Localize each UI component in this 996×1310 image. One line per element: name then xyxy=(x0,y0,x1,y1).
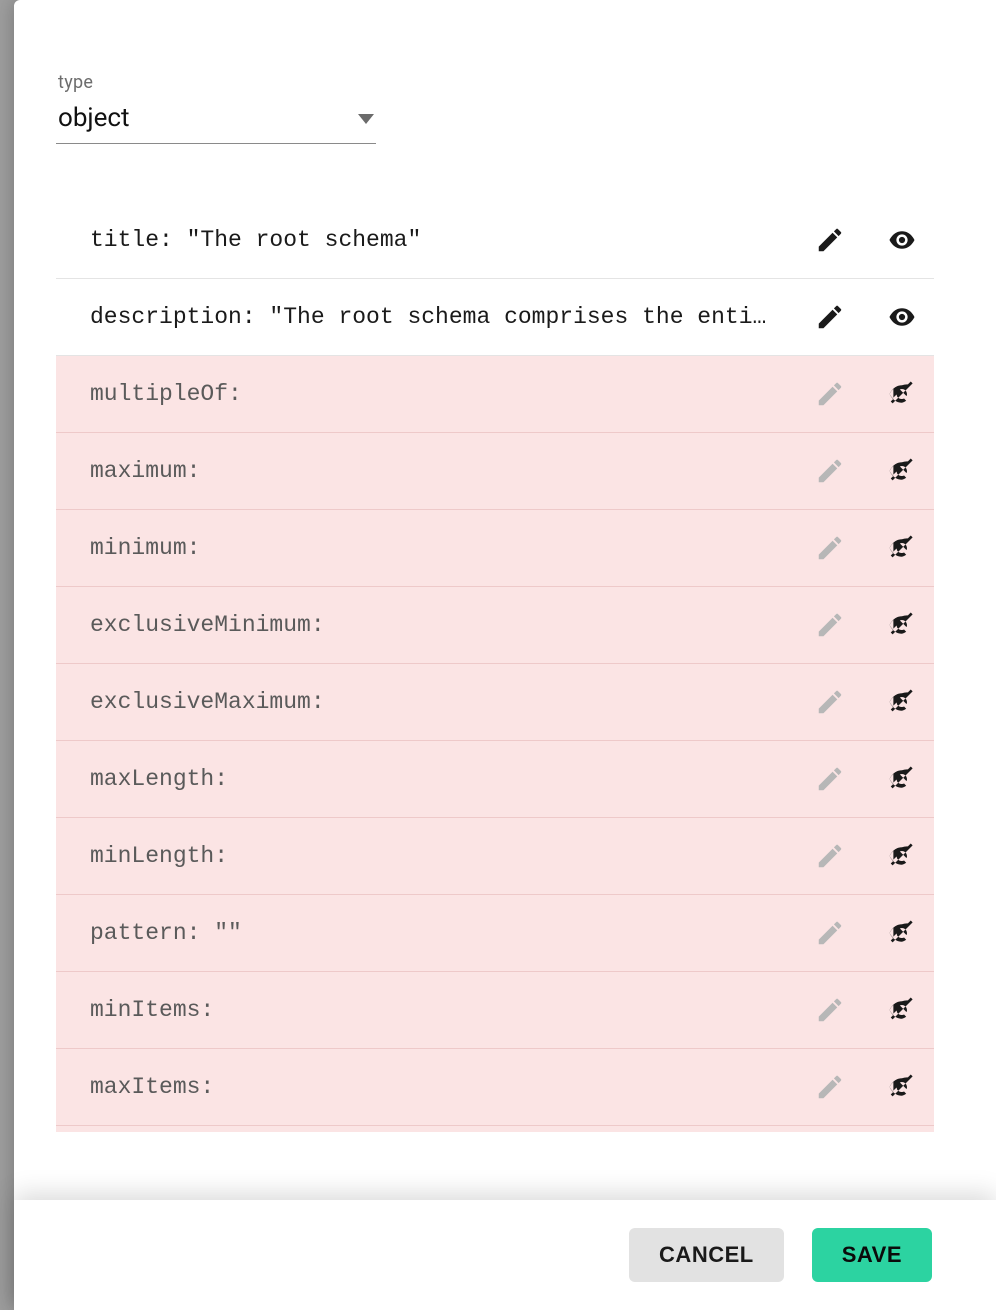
row-actions xyxy=(812,453,920,489)
visibility-on-icon[interactable] xyxy=(884,299,920,335)
edit-icon[interactable] xyxy=(812,299,848,335)
visibility-off-icon[interactable] xyxy=(884,1069,920,1105)
property-row: pattern: "" xyxy=(56,895,934,972)
visibility-off-icon[interactable] xyxy=(884,530,920,566)
property-list: title: "The root schema" description: "Th… xyxy=(56,202,934,1132)
property-row: minItems: xyxy=(56,972,934,1049)
row-actions xyxy=(812,915,920,951)
edit-icon[interactable] xyxy=(812,992,848,1028)
property-row: maxItems: xyxy=(56,1049,934,1126)
visibility-off-icon[interactable] xyxy=(884,453,920,489)
edit-icon[interactable] xyxy=(812,222,848,258)
row-actions xyxy=(812,684,920,720)
property-text: title: "The root schema" xyxy=(90,227,812,253)
row-actions xyxy=(812,838,920,874)
edit-icon[interactable] xyxy=(812,761,848,797)
property-row: minimum: xyxy=(56,510,934,587)
visibility-off-icon[interactable] xyxy=(884,915,920,951)
row-actions xyxy=(812,376,920,412)
dialog-body: type object title: "The root schema" desc… xyxy=(14,0,996,1310)
row-actions xyxy=(812,299,920,335)
property-row: uniqueItems: false xyxy=(56,1126,934,1132)
visibility-off-icon[interactable] xyxy=(884,684,920,720)
dialog-footer: CANCEL SAVE xyxy=(14,1200,996,1310)
property-text: minLength: xyxy=(90,843,812,869)
row-actions xyxy=(812,607,920,643)
property-text: maxItems: xyxy=(90,1074,812,1100)
property-row: exclusiveMinimum: xyxy=(56,587,934,664)
property-text: minItems: xyxy=(90,997,812,1023)
edit-icon[interactable] xyxy=(812,915,848,951)
property-row: maximum: xyxy=(56,433,934,510)
edit-icon[interactable] xyxy=(812,530,848,566)
visibility-off-icon[interactable] xyxy=(884,992,920,1028)
property-text: exclusiveMaximum: xyxy=(90,689,812,715)
schema-editor-dialog: type object title: "The root schema" desc… xyxy=(14,0,996,1310)
edit-icon[interactable] xyxy=(812,607,848,643)
row-actions xyxy=(812,992,920,1028)
visibility-off-icon[interactable] xyxy=(884,838,920,874)
property-text: description: "The root schema comprises … xyxy=(90,304,812,330)
property-text: maximum: xyxy=(90,458,812,484)
cancel-button[interactable]: CANCEL xyxy=(629,1228,784,1282)
property-text: multipleOf: xyxy=(90,381,812,407)
type-value: object xyxy=(58,103,130,133)
property-text: maxLength: xyxy=(90,766,812,792)
row-actions xyxy=(812,222,920,258)
edit-icon[interactable] xyxy=(812,376,848,412)
visibility-off-icon[interactable] xyxy=(884,761,920,797)
save-button[interactable]: SAVE xyxy=(812,1228,932,1282)
edit-icon[interactable] xyxy=(812,684,848,720)
edit-icon[interactable] xyxy=(812,838,848,874)
property-row: title: "The root schema" xyxy=(56,202,934,279)
chevron-down-icon xyxy=(358,109,374,128)
property-row: description: "The root schema comprises … xyxy=(56,279,934,356)
property-text: exclusiveMinimum: xyxy=(90,612,812,638)
row-actions xyxy=(812,530,920,566)
type-label: type xyxy=(58,72,934,93)
edit-icon[interactable] xyxy=(812,453,848,489)
property-text: minimum: xyxy=(90,535,812,561)
row-actions xyxy=(812,761,920,797)
type-select[interactable]: object xyxy=(56,99,376,144)
edit-icon[interactable] xyxy=(812,1069,848,1105)
visibility-on-icon[interactable] xyxy=(884,222,920,258)
property-row: minLength: xyxy=(56,818,934,895)
property-row: multipleOf: xyxy=(56,356,934,433)
visibility-off-icon[interactable] xyxy=(884,376,920,412)
property-row: exclusiveMaximum: xyxy=(56,664,934,741)
property-row: maxLength: xyxy=(56,741,934,818)
property-text: pattern: "" xyxy=(90,920,812,946)
row-actions xyxy=(812,1069,920,1105)
visibility-off-icon[interactable] xyxy=(884,607,920,643)
